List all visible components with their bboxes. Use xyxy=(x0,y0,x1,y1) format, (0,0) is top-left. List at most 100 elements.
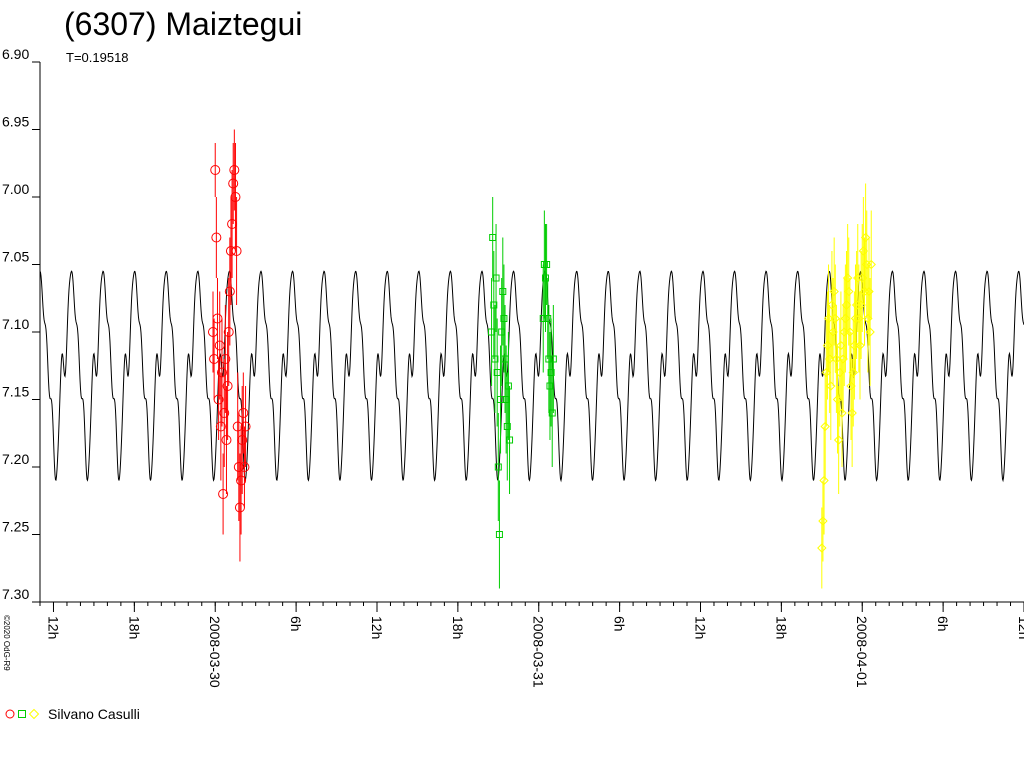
data-point xyxy=(209,354,220,364)
data-point xyxy=(842,273,853,283)
data-point xyxy=(836,340,846,351)
model-curve-group xyxy=(39,270,1024,483)
data-point xyxy=(501,355,509,363)
data-point xyxy=(818,516,828,526)
data-point xyxy=(841,300,852,310)
data-point xyxy=(860,232,871,243)
x-tick-label: 18h xyxy=(450,616,466,639)
data-point xyxy=(495,531,503,538)
data-point xyxy=(544,315,552,322)
data-point xyxy=(541,274,549,282)
data-point xyxy=(857,273,867,283)
y-tick-label: 7.25 xyxy=(2,519,29,535)
legend-marker-circle xyxy=(5,709,15,719)
data-point xyxy=(548,409,556,417)
y-tick-label: 7.05 xyxy=(2,249,29,265)
legend-label: Silvano Casulli xyxy=(48,706,140,722)
data-point xyxy=(234,502,245,513)
data-point xyxy=(549,355,557,363)
data-point xyxy=(866,259,876,270)
data-point xyxy=(840,313,851,324)
data-point xyxy=(225,246,236,256)
data-point xyxy=(500,315,508,322)
data-point xyxy=(220,354,231,364)
data-point xyxy=(240,421,251,432)
data-point xyxy=(823,313,834,324)
data-point xyxy=(223,327,234,337)
data-point xyxy=(863,313,873,324)
data-point xyxy=(865,327,875,337)
data-point xyxy=(488,328,496,336)
data-point xyxy=(504,382,512,390)
chart-subtitle: T=0.19518 xyxy=(66,50,129,65)
data-point xyxy=(218,489,229,499)
data-point xyxy=(819,475,829,486)
x-tick-label: 6h xyxy=(935,616,951,632)
data-point xyxy=(216,367,227,378)
data-point xyxy=(493,369,501,376)
legend-markers xyxy=(5,708,40,720)
data-point xyxy=(539,315,547,322)
data-point xyxy=(236,475,247,486)
data-point xyxy=(854,313,864,324)
error-bars-group xyxy=(212,129,872,589)
data-point xyxy=(859,286,870,297)
data-point xyxy=(502,396,510,403)
data-point xyxy=(846,381,856,391)
data-point xyxy=(229,165,240,175)
data-point xyxy=(826,381,836,391)
data-point xyxy=(835,367,845,378)
data-point xyxy=(824,354,835,364)
data-point xyxy=(832,394,843,405)
x-tick-label: 6h xyxy=(288,616,304,632)
data-point xyxy=(224,286,235,297)
data-point xyxy=(851,300,862,310)
data-point xyxy=(850,313,861,324)
data-point xyxy=(211,232,222,243)
data-point xyxy=(844,286,854,297)
data-point xyxy=(830,313,840,324)
data-point xyxy=(489,234,497,241)
data-point xyxy=(237,435,248,445)
data-point xyxy=(231,246,242,256)
data-point xyxy=(545,355,553,363)
y-tick-label: 7.10 xyxy=(2,316,29,332)
data-point xyxy=(498,328,506,336)
y-tick-label: 7.00 xyxy=(2,181,29,197)
x-tick-label: 12h xyxy=(1016,616,1024,639)
data-point xyxy=(855,340,865,351)
legend: Silvano Casulli xyxy=(4,704,140,724)
data-point xyxy=(831,354,842,364)
data-point xyxy=(858,246,869,256)
data-point xyxy=(862,259,872,270)
data-point xyxy=(490,301,498,309)
y-tick-label: 6.95 xyxy=(2,114,29,130)
data-point xyxy=(822,340,833,351)
data-point xyxy=(864,286,874,297)
data-point xyxy=(221,435,232,445)
data-point xyxy=(547,369,555,376)
data-point xyxy=(222,381,233,391)
data-point xyxy=(492,274,500,282)
data-point xyxy=(837,408,847,418)
data-point xyxy=(238,408,249,418)
x-tick-label: 12h xyxy=(369,616,385,639)
y-tick-label: 6.90 xyxy=(2,46,29,62)
data-point xyxy=(817,543,827,553)
data-point xyxy=(506,436,514,444)
data-point xyxy=(829,286,839,297)
y-tick-label: 7.15 xyxy=(2,384,29,400)
x-tick-label: 12h xyxy=(692,616,708,639)
legend-marker-diamond xyxy=(28,708,40,720)
data-point xyxy=(848,367,858,378)
data-point xyxy=(230,192,241,202)
data-point xyxy=(213,394,224,405)
data-point xyxy=(219,408,230,418)
data-point xyxy=(828,327,838,337)
data-point xyxy=(212,313,223,324)
data-point xyxy=(207,327,218,337)
data-point xyxy=(491,355,499,363)
data-point xyxy=(232,421,243,432)
data-point xyxy=(543,261,551,268)
data-point xyxy=(494,463,502,471)
